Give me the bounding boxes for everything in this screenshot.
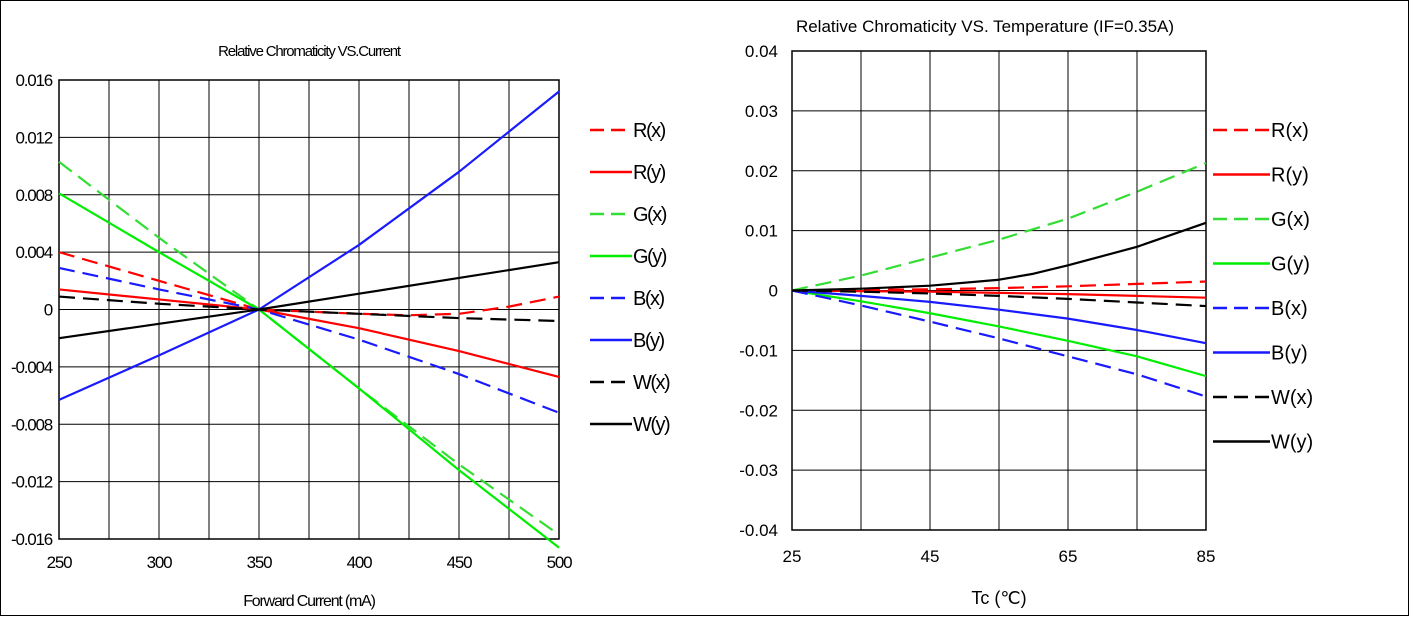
series-line-by [791,289,1207,345]
series-line-rx [791,280,1207,292]
y-tick-label: 0.01 [745,222,778,241]
legend-label: B(x) [633,288,665,310]
plot-border [58,79,560,540]
y-tick-label: 0.04 [745,42,778,61]
chart-current: Relative Chromaticity VS.Current 0.016 0.0… [11,43,672,610]
x-tick-label: 300 [147,553,173,572]
series-line-ry [791,289,1207,299]
y-tick-label: 0.004 [15,243,52,262]
x-axis-label: Tc (℃) [971,588,1026,608]
legend-label: W(y) [633,414,670,436]
chart-temperature: Relative Chromaticity VS. Temperature (I… [739,17,1313,608]
y-tick-label: 0 [769,282,778,301]
legend-label: R(y) [633,162,666,184]
legend-label: B(x) [1271,298,1308,320]
series-line-by [58,90,560,401]
legend-label: W(y) [1271,432,1313,454]
series-lines [58,90,560,549]
series-line-gy [58,192,560,549]
y-tick-label: 0.008 [15,186,52,205]
series-line-gy [791,289,1207,378]
y-tick-label: 0.02 [745,162,778,181]
legend-label: W(x) [1271,387,1313,409]
legend: R(x) R(y) G(x) G(y) B(x) B(y) W(x) W(y) [1213,120,1313,454]
legend-label: G(x) [1271,209,1310,231]
x-tick-label: 25 [783,547,802,566]
x-tick-label: 400 [347,553,373,572]
x-tick-label: 250 [47,553,73,572]
legend-label: R(x) [1271,120,1309,142]
series-line-wx [791,289,1207,308]
y-tick-label: -0.01 [739,341,778,360]
legend-label: R(x) [633,120,666,142]
series-lines [791,161,1207,398]
x-tick-label: 45 [921,547,940,566]
y-tick-label: 0.012 [15,128,52,147]
x-tick-label: 500 [547,553,573,572]
y-tick-label: -0.004 [11,358,53,377]
series-line-wy [791,221,1207,292]
series-line-ry [58,288,560,378]
x-tick-label: 85 [1197,547,1216,566]
x-tick-label: 65 [1059,547,1078,566]
legend-label: R(y) [1271,165,1309,187]
legend-label: W(x) [633,372,670,394]
legend-label: B(y) [1271,343,1308,365]
chart-title: Relative Chromaticity VS. Temperature (I… [796,17,1174,36]
y-tick-label: 0.03 [745,102,778,121]
series-line-bx [58,266,560,414]
y-tick-label: -0.03 [739,461,778,480]
legend-label: G(y) [1271,254,1310,276]
legend-label: G(y) [633,246,667,268]
y-tick-label: -0.012 [11,473,53,492]
y-tick-label: -0.04 [739,521,778,540]
y-tick-label: 0 [44,301,53,320]
y-tick-label: -0.02 [739,401,778,420]
chart-title: Relative Chromaticity VS.Current [218,43,402,60]
x-tick-label: 450 [447,553,473,572]
series-line-wx [58,295,560,323]
y-tick-label: -0.008 [11,415,53,434]
series-line-rx [58,251,560,317]
legend-label: B(y) [633,330,665,352]
series-line-wy [58,261,560,340]
y-tick-label: -0.016 [11,530,53,549]
x-tick-label: 350 [247,553,273,572]
x-axis-label: Forward Current (mA) [243,593,375,610]
y-tick-label: 0.016 [15,71,52,90]
legend-label: G(x) [633,204,667,226]
legend: R(x) R(y) G(x) G(y) B(x) B(y) W(x) W(y) [590,120,672,436]
